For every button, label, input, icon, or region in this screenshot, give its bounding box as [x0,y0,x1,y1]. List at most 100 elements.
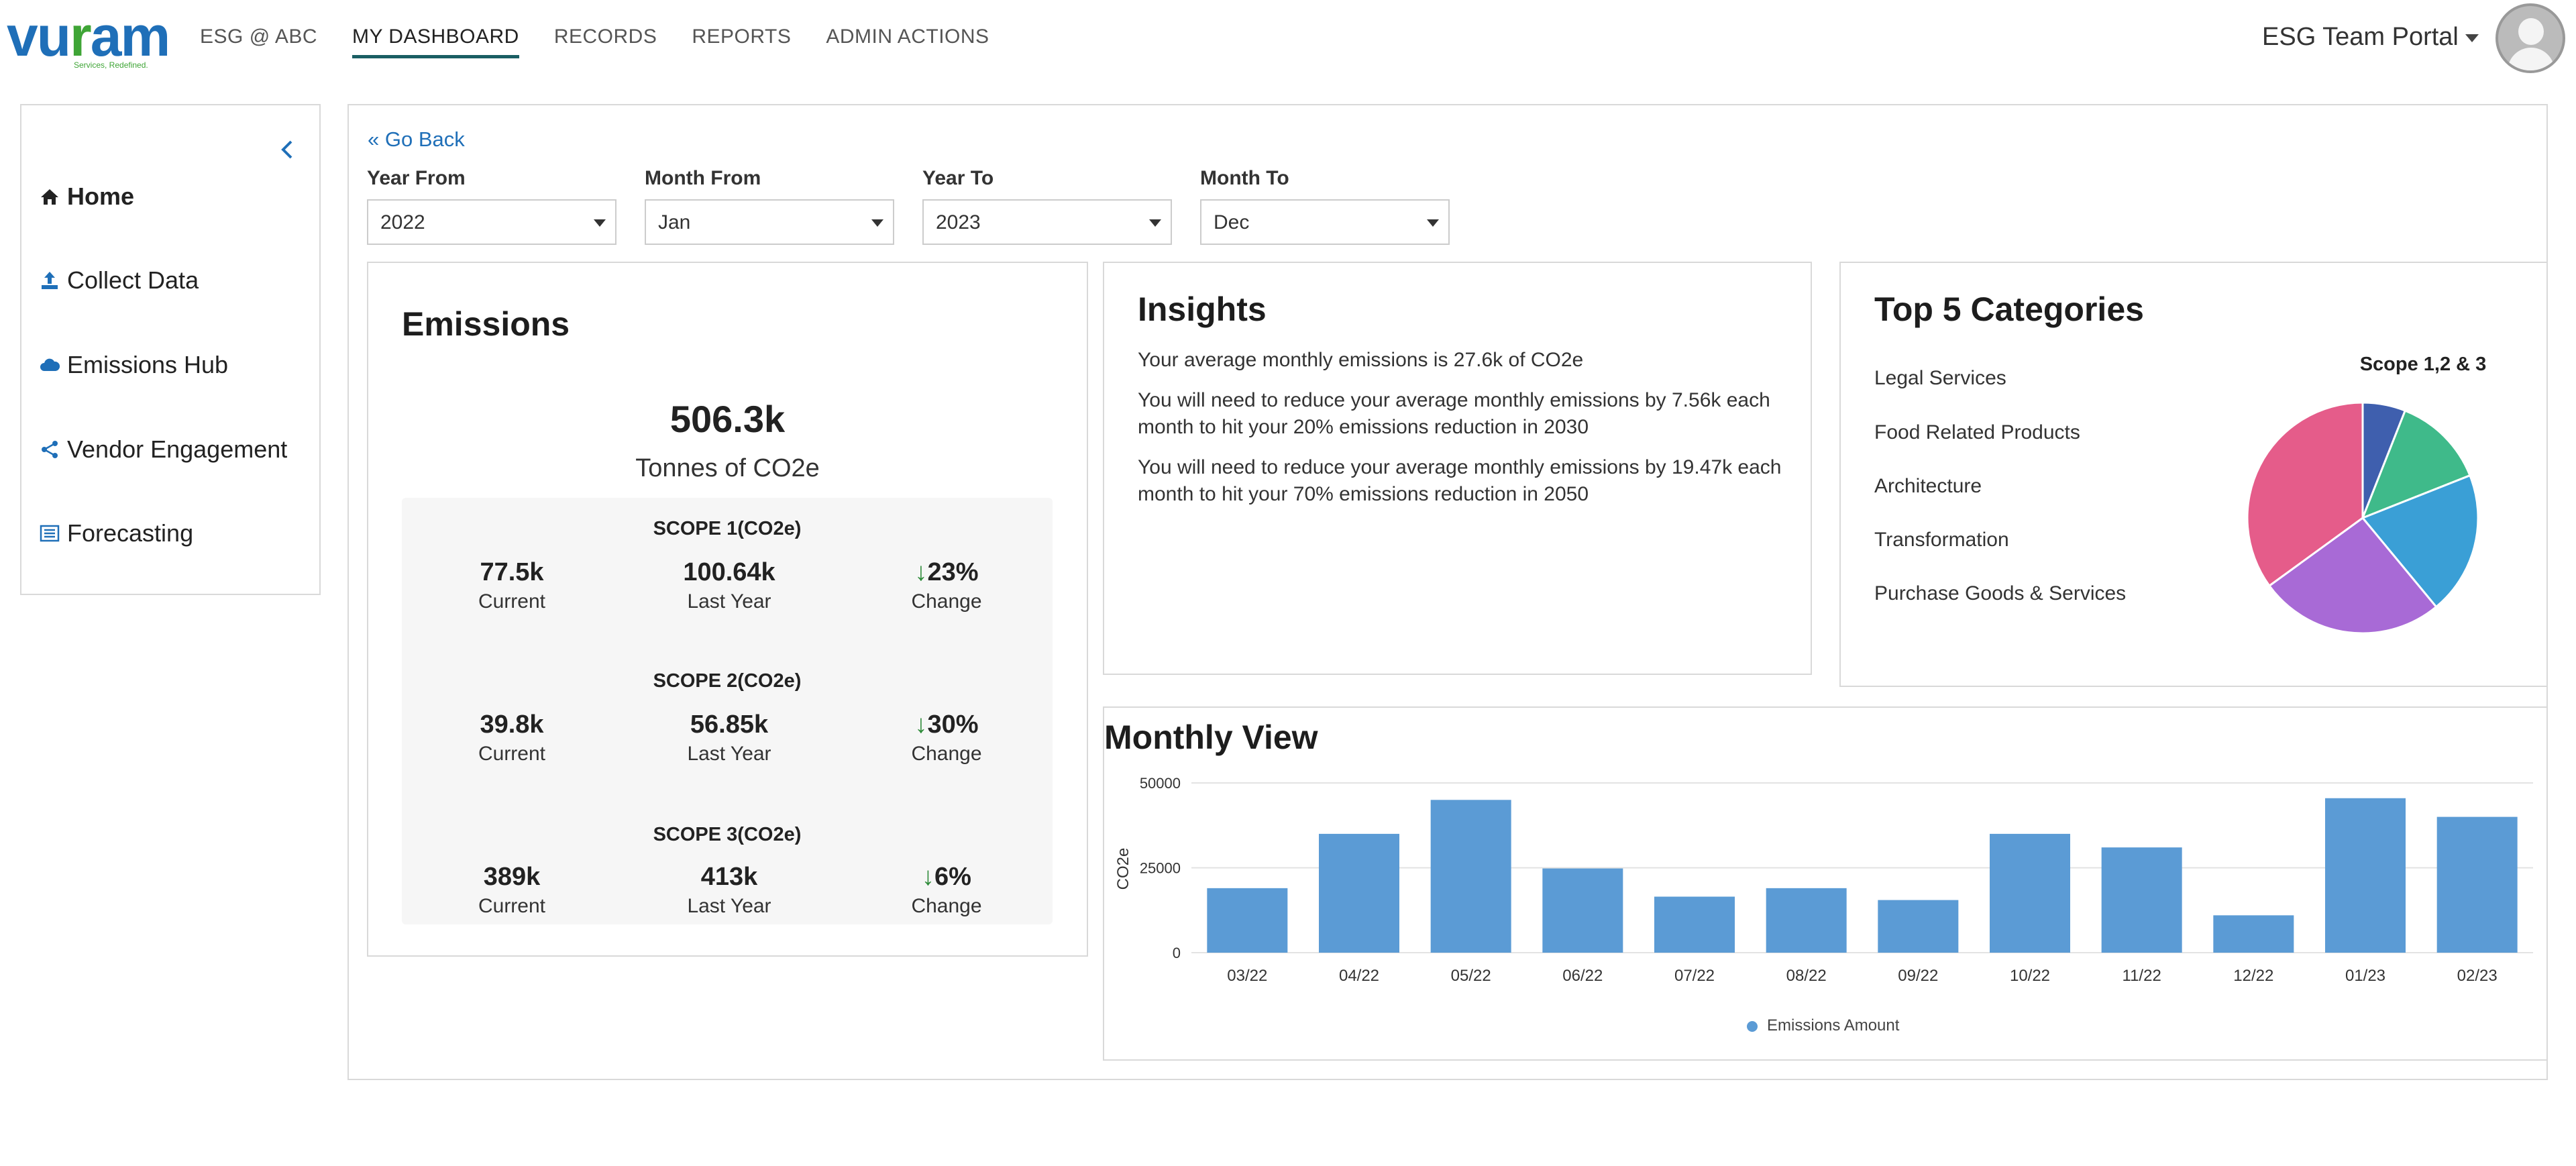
scope-title: SCOPE 2(CO2e) [653,670,802,692]
sidebar-item-emissions-hub[interactable]: Emissions Hub [39,351,228,379]
sidebar-item-home[interactable]: Home [39,182,134,211]
logo-tagline: Services, Redefined. [74,60,148,70]
sidebar-item-forecasting[interactable]: Forecasting [39,519,193,547]
year-to-select[interactable]: 2023 [922,199,1172,245]
insight-line: Your average monthly emissions is 27.6k … [1138,349,1584,371]
scope-current-value: 389k [483,863,541,891]
category-item: Transformation [1874,529,2009,551]
category-item: Purchase Goods & Services [1874,582,2127,604]
pie-title: Scope 1,2 & 3 [2359,354,2487,375]
insight-line: You will need to reduce your average mon… [1138,389,1770,438]
scope-breakdown: SCOPE 1(CO2e) 77.5k 100.64k ↓23% Current… [402,498,1053,924]
nav-my-dashboard[interactable]: MY DASHBOARD [352,25,519,58]
bar[interactable] [1207,888,1288,953]
sidebar-item-label: Home [67,182,135,210]
x-tick-label: 10/22 [2010,967,2050,985]
bar[interactable] [2213,915,2294,953]
scope-title: SCOPE 3(CO2e) [653,824,802,845]
y-tick-label: 25000 [1140,860,1181,877]
emissions-total: 506.3k [669,398,786,440]
top5-card: Top 5 Categories Legal Services Food Rel… [1839,262,2548,687]
double-chevron-left-icon: « [368,127,380,151]
x-tick-label: 01/23 [2345,967,2385,985]
current-label: Current [478,743,546,765]
bar[interactable] [1766,888,1847,953]
caret-down-icon [1427,219,1439,227]
scope-change-value: ↓6% [922,863,971,891]
bar[interactable] [2436,816,2518,953]
top5-title: Top 5 Categories [1874,290,2144,328]
bar[interactable] [1319,833,1399,953]
y-tick-label: 50000 [1140,775,1181,792]
insights-card: Insights Your average monthly emissions … [1103,262,1812,675]
sidebar-item-label: Collect Data [67,266,199,294]
scope-last-year-value: 100.64k [683,558,775,586]
bar[interactable] [1878,900,1959,953]
sidebar-item-collect-data[interactable]: Collect Data [39,266,199,295]
scope-current-value: 77.5k [480,558,544,586]
vuram-logo[interactable]: vuram Services, Redefined. [7,5,170,70]
last-year-label: Last Year [687,743,771,765]
caret-down-icon [2465,34,2479,42]
scope-change-value: ↓30% [914,710,979,739]
last-year-label: Last Year [687,590,771,613]
emissions-unit: Tonnes of CO2e [635,454,820,482]
scope-title: SCOPE 1(CO2e) [653,518,802,539]
year-from-label: Year From [367,167,466,189]
month-from-label: Month From [645,167,761,189]
pie-slice[interactable] [2267,516,2438,635]
bar[interactable] [1430,800,1511,953]
bar[interactable] [2101,847,2182,953]
avatar[interactable] [2496,3,2565,73]
go-back-label: Go Back [384,127,465,151]
scope-last-year-value: 413k [700,863,758,891]
last-year-label: Last Year [687,895,771,917]
nav-esg-abc[interactable]: ESG @ ABC [200,25,318,48]
bar[interactable] [2325,798,2406,953]
pie-slice[interactable] [2361,474,2479,608]
arrow-down-icon: ↓ [914,710,928,739]
nav-reports[interactable]: REPORTS [692,25,792,48]
chevron-left-icon[interactable] [278,136,297,163]
x-tick-label: 09/22 [1898,967,1938,985]
main-panel: « Go Back Year From Month From Year To M… [347,104,2548,1080]
caret-down-icon [594,219,606,227]
x-tick-label: 06/22 [1562,967,1603,985]
change-label: Change [911,743,982,765]
year-to-label: Year To [922,167,994,189]
list-icon [40,525,60,542]
caret-down-icon [871,219,883,227]
chart-legend: Emissions Amount [1747,1016,1899,1035]
bar[interactable] [1990,833,2070,953]
bar[interactable] [1542,868,1623,953]
pie-slice[interactable] [2246,401,2364,588]
nav-records[interactable]: RECORDS [553,25,657,48]
logo-text: vu [7,5,71,68]
portal-dropdown[interactable]: ESG Team Portal [2262,23,2479,52]
month-to-value: Dec [1214,211,1250,233]
go-back-link[interactable]: « Go Back [368,127,465,152]
nav-admin-actions[interactable]: ADMIN ACTIONS [826,25,989,48]
x-tick-label: 04/22 [1339,967,1379,985]
sidebar-item-label: Emissions Hub [67,351,229,378]
portal-label: ESG Team Portal [2262,23,2459,51]
year-from-select[interactable]: 2022 [367,199,616,245]
x-tick-label: 11/22 [2123,967,2161,985]
upload-icon [42,272,58,289]
month-from-select[interactable]: Jan [645,199,894,245]
pie-slice[interactable] [2361,409,2471,520]
cloud-icon [40,358,60,371]
y-axis-label: CO2e [1114,848,1132,890]
month-to-select[interactable]: Dec [1200,199,1450,245]
x-tick-label: 07/22 [1674,967,1715,985]
top-navbar: vuram Services, Redefined. ESG @ ABC MY … [0,0,2576,81]
change-label: Change [911,895,982,917]
scope-last-year-value: 56.85k [690,710,769,739]
x-tick-label: 03/22 [1227,967,1267,985]
emissions-card: Emissions 506.3k Tonnes of CO2e SCOPE 1(… [367,262,1088,957]
share-icon [42,441,58,458]
insight-line: You will need to reduce your average mon… [1138,456,1782,505]
monthly-card: Monthly View 0 25000 50000 CO2e 03/22 04/22 05… [1103,706,2548,1061]
sidebar-item-vendor-engagement[interactable]: Vendor Engagement [39,435,287,464]
bar[interactable] [1654,896,1735,953]
